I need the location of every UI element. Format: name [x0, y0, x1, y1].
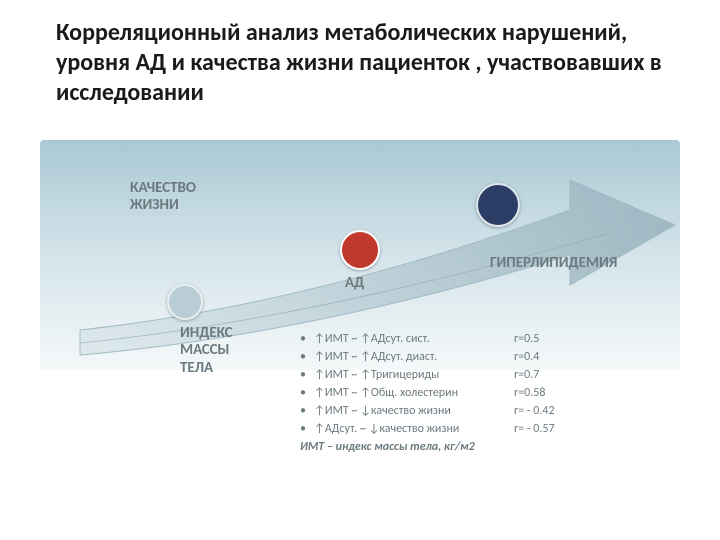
slide-title: Корреляционный анализ метаболических нар…	[0, 0, 720, 118]
correlation-relation: ↑ИМТ ~ ↑Общ. холестерин	[314, 384, 514, 402]
footnote-bmi: ИМТ – индекс массы тела, кг/м2	[300, 440, 475, 454]
correlation-rvalue: r=0.4	[514, 348, 574, 366]
bullet-icon: •	[300, 366, 314, 384]
dot-quality	[167, 284, 203, 320]
correlation-list: • ↑ИМТ ~ ↑АДсут. сист. r=0.5 • ↑ИМТ ~ ↑А…	[300, 330, 660, 438]
correlation-relation: ↑ИМТ ~ ↑АДсут. сист.	[314, 330, 514, 348]
correlation-relation: ↑ИМТ ~ ↑АДсут. диаст.	[314, 348, 514, 366]
bullet-icon: •	[300, 384, 314, 402]
dot-bp	[340, 230, 380, 270]
correlation-rvalue: r=0.58	[514, 384, 574, 402]
list-item: • ↑АДсут. ~ ↓качество жизни r= - 0.57	[300, 420, 660, 438]
list-item: • ↑ИМТ ~ ↑Общ. холестерин r=0.58	[300, 384, 660, 402]
list-item: • ↑ИМТ ~ ↑АДсут. диаст. r=0.4	[300, 348, 660, 366]
bullet-icon: •	[300, 402, 314, 420]
label-bp: АД	[345, 275, 364, 292]
correlation-relation: ↑ИМТ ~ ↓качество жизни	[314, 402, 514, 420]
label-bmi: ИНДЕКС МАССЫ ТЕЛА	[180, 325, 233, 377]
list-item: • ↑ИМТ ~ ↓качество жизни r= - 0.42	[300, 402, 660, 420]
bullet-icon: •	[300, 420, 314, 438]
bullet-icon: •	[300, 348, 314, 366]
correlation-relation: ↑АДсут. ~ ↓качество жизни	[314, 420, 514, 438]
list-item: • ↑ИМТ ~ ↑АДсут. сист. r=0.5	[300, 330, 660, 348]
correlation-rvalue: r=0.5	[514, 330, 574, 348]
correlation-rvalue: r= - 0.42	[514, 402, 574, 420]
correlation-rvalue: r=0.7	[514, 366, 574, 384]
list-item: • ↑ИМТ ~ ↑Тригицериды r=0.7	[300, 366, 660, 384]
bullet-icon: •	[300, 330, 314, 348]
correlation-rvalue: r= - 0.57	[514, 420, 574, 438]
correlation-relation: ↑ИМТ ~ ↑Тригицериды	[314, 366, 514, 384]
dot-hyperlipid	[476, 183, 520, 227]
label-quality: КАЧЕСТВО ЖИЗНИ	[130, 180, 196, 215]
label-hyperlipid: ГИПЕРЛИПИДЕМИЯ	[490, 255, 650, 272]
